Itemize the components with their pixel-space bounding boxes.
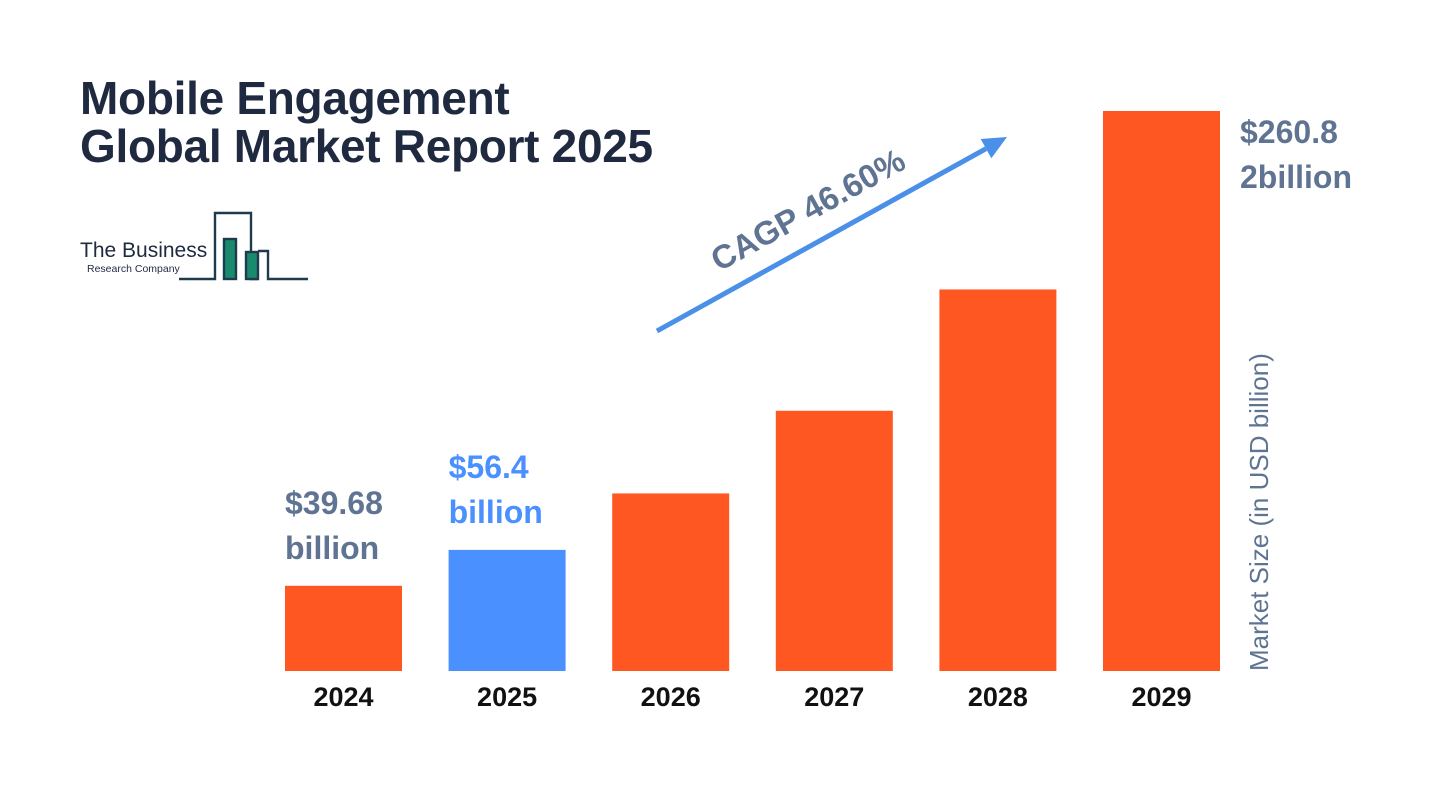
bar-2027: [775, 410, 893, 671]
value-label-2029-line2: 2billion: [1240, 159, 1352, 195]
x-tick-label-2029: 2029: [1131, 682, 1191, 712]
logo-name: The Business: [80, 239, 208, 262]
cagr-arrow-head: [980, 137, 1007, 159]
title-line-2: Global Market Report 2025: [80, 120, 653, 172]
x-tick-label-2028: 2028: [968, 682, 1028, 712]
bar-2026: [612, 493, 730, 671]
bar-2029: [1103, 111, 1220, 671]
value-label-2025-line2: billion: [449, 494, 543, 530]
x-tick-label-2024: 2024: [313, 682, 373, 712]
logo-subtitle: Research Company: [87, 263, 180, 275]
bar-2028: [939, 289, 1057, 671]
y-axis-label: Market Size (in USD billion): [1244, 353, 1274, 671]
value-label-2024-line1: $39.68: [285, 485, 383, 521]
value-label-2025-line1: $56.4: [449, 449, 529, 485]
x-tick-label-2027: 2027: [804, 682, 864, 712]
x-tick-label-2026: 2026: [641, 682, 701, 712]
cagr-arrow-line: [655, 146, 988, 334]
bar-2025: [448, 549, 566, 671]
value-label-2029-line1: $260.8: [1240, 114, 1338, 150]
bar-2024: [285, 585, 402, 671]
page-title: Mobile Engagement Global Market Report 2…: [80, 74, 653, 170]
company-logo: The Business Research Company: [78, 210, 310, 284]
value-label-2024-line2: billion: [285, 530, 379, 566]
x-tick-label-2025: 2025: [477, 682, 537, 712]
title-line-1: Mobile Engagement: [80, 72, 510, 124]
logo-bars-icon: [179, 211, 308, 281]
